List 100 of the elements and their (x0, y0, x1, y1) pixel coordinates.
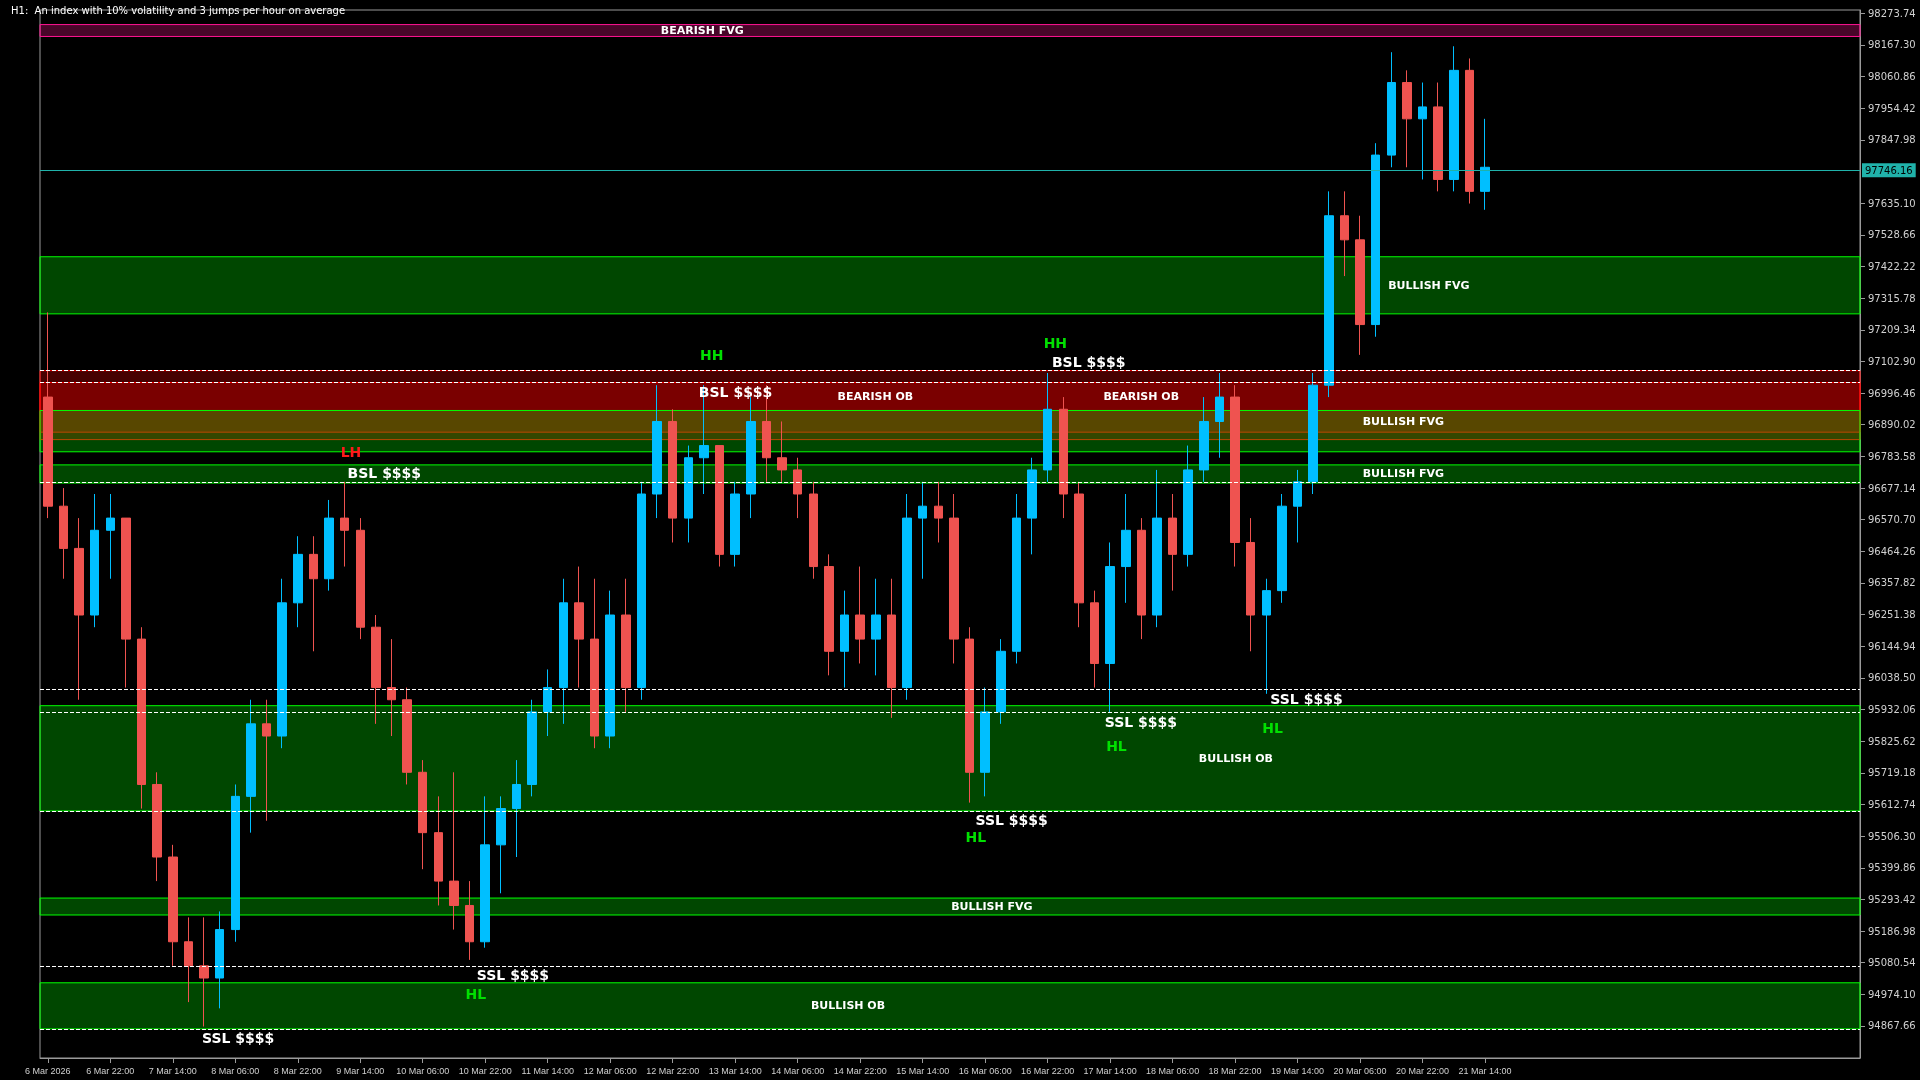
annotation: LH (340, 443, 362, 460)
candlestick (1324, 190, 1334, 398)
candlestick (106, 493, 115, 580)
band-label: BEARISH OB (837, 389, 914, 403)
band-label: BULLISH FVG (1362, 414, 1445, 428)
candlestick (152, 771, 162, 882)
ref-line-label: SSL $$$$ (1270, 690, 1343, 707)
band-label: BULLISH OB (810, 999, 886, 1013)
candlestick (371, 614, 381, 725)
y-tick-label: 95825.62 (1868, 735, 1916, 747)
x-tick-label: 8 Mar 22:00 (273, 1065, 322, 1076)
candlestick (1152, 469, 1162, 628)
x-tick-label: 13 Mar 14:00 (708, 1065, 762, 1076)
candlestick (1105, 541, 1115, 713)
y-tick-label: 97847.98 (1868, 134, 1916, 146)
candlestick (840, 590, 849, 689)
candlestick (934, 481, 943, 543)
candlestick (418, 759, 427, 870)
band-label: BULLISH FVG (951, 900, 1033, 914)
candlestick (90, 493, 99, 628)
ref-line-label: SSL $$$$ (476, 966, 550, 983)
candlestick (1449, 45, 1459, 192)
candlestick (1355, 215, 1365, 356)
y-tick-label: 96357.82 (1868, 577, 1916, 589)
y-tick-label: 97209.34 (1868, 324, 1916, 336)
candlestick (1183, 445, 1193, 568)
candlestick (1371, 142, 1380, 338)
candlestick (871, 578, 881, 676)
candlestick (277, 578, 287, 749)
ref-line-label: BSL $$$$ (347, 464, 422, 481)
candlestick (1059, 396, 1068, 519)
ref-line-label: SSL $$$$ (975, 811, 1048, 828)
candlestick (668, 408, 677, 543)
candlestick (246, 699, 256, 834)
candlestick (527, 699, 537, 797)
candlestick (949, 493, 959, 664)
y-tick-label: 96251.38 (1868, 609, 1916, 621)
candlestick (168, 844, 178, 967)
candlestick (684, 445, 693, 543)
candlestick (1246, 517, 1255, 652)
y-tick-label: 97422.22 (1868, 261, 1916, 273)
x-tick-label: 6 Mar 2026 (25, 1065, 71, 1076)
y-tick-label: 94974.10 (1868, 988, 1916, 1000)
candlestick (1480, 118, 1490, 211)
candlestick (137, 626, 146, 810)
y-tick-label: 96677.14 (1868, 482, 1916, 494)
annotation: HH (699, 347, 724, 364)
candlestick (1027, 457, 1037, 555)
y-tick-label: 95399.86 (1868, 862, 1916, 874)
y-tick-label: 95080.54 (1868, 957, 1916, 969)
y-tick-label: 96570.70 (1868, 514, 1916, 526)
annotation: HL (465, 985, 487, 1002)
x-tick-label: 12 Mar 22:00 (646, 1065, 700, 1076)
candlestick (605, 590, 615, 749)
candlestick (293, 535, 303, 628)
y-tick-label: 98060.86 (1868, 71, 1916, 83)
x-tick-label: 14 Mar 06:00 (771, 1065, 825, 1076)
x-tick-label: 19 Mar 14:00 (1271, 1065, 1325, 1076)
candlestick (1340, 190, 1349, 277)
x-tick-label: 12 Mar 06:00 (583, 1065, 637, 1076)
candlestick (121, 517, 131, 689)
y-tick-label: 94867.66 (1868, 1020, 1916, 1032)
candlestick (1387, 51, 1396, 168)
candlestick (74, 517, 84, 701)
candlestick (809, 481, 818, 580)
candlestick (43, 311, 53, 519)
x-tick-label: 18 Mar 22:00 (1208, 1065, 1262, 1076)
candlestick (559, 578, 568, 725)
candlestick (449, 771, 459, 931)
y-tick-label: 95506.30 (1868, 830, 1916, 842)
y-tick-label: 97528.66 (1868, 229, 1916, 241)
x-tick-label: 9 Mar 14:00 (336, 1065, 385, 1076)
band-label: BULLISH OB (1198, 751, 1273, 765)
y-tick-label: 96783.58 (1868, 450, 1916, 462)
annotation: HL (1106, 737, 1127, 754)
y-tick-label: 98273.74 (1868, 7, 1916, 19)
y-tick-label: 96464.26 (1868, 545, 1916, 557)
candlestick (996, 638, 1006, 725)
candlestick (777, 420, 787, 483)
annotation: HL (965, 828, 987, 845)
candlestick (1308, 372, 1318, 495)
candlestick (1090, 590, 1099, 689)
candlestick (1074, 481, 1084, 628)
candlestick (574, 566, 584, 689)
candlestick (543, 668, 552, 737)
x-tick-label: 21 Mar 14:00 (1458, 1065, 1512, 1076)
candlestick (1199, 396, 1209, 483)
band-label: BULLISH FVG (1362, 467, 1445, 481)
candlestick (855, 566, 865, 664)
x-tick-label: 20 Mar 06:00 (1333, 1065, 1387, 1076)
x-tick-label: 6 Mar 22:00 (86, 1065, 135, 1076)
candlestick (621, 578, 631, 713)
x-tick-label: 7 Mar 14:00 (148, 1065, 197, 1076)
candlestick (965, 626, 974, 804)
candlestick (199, 916, 209, 1027)
candlestick (980, 687, 990, 797)
ref-line-label: SSL $$$$ (1104, 713, 1177, 730)
candlestick (637, 481, 646, 701)
y-tick-label: 95932.06 (1868, 704, 1916, 716)
y-tick-label: 96890.02 (1868, 419, 1916, 431)
